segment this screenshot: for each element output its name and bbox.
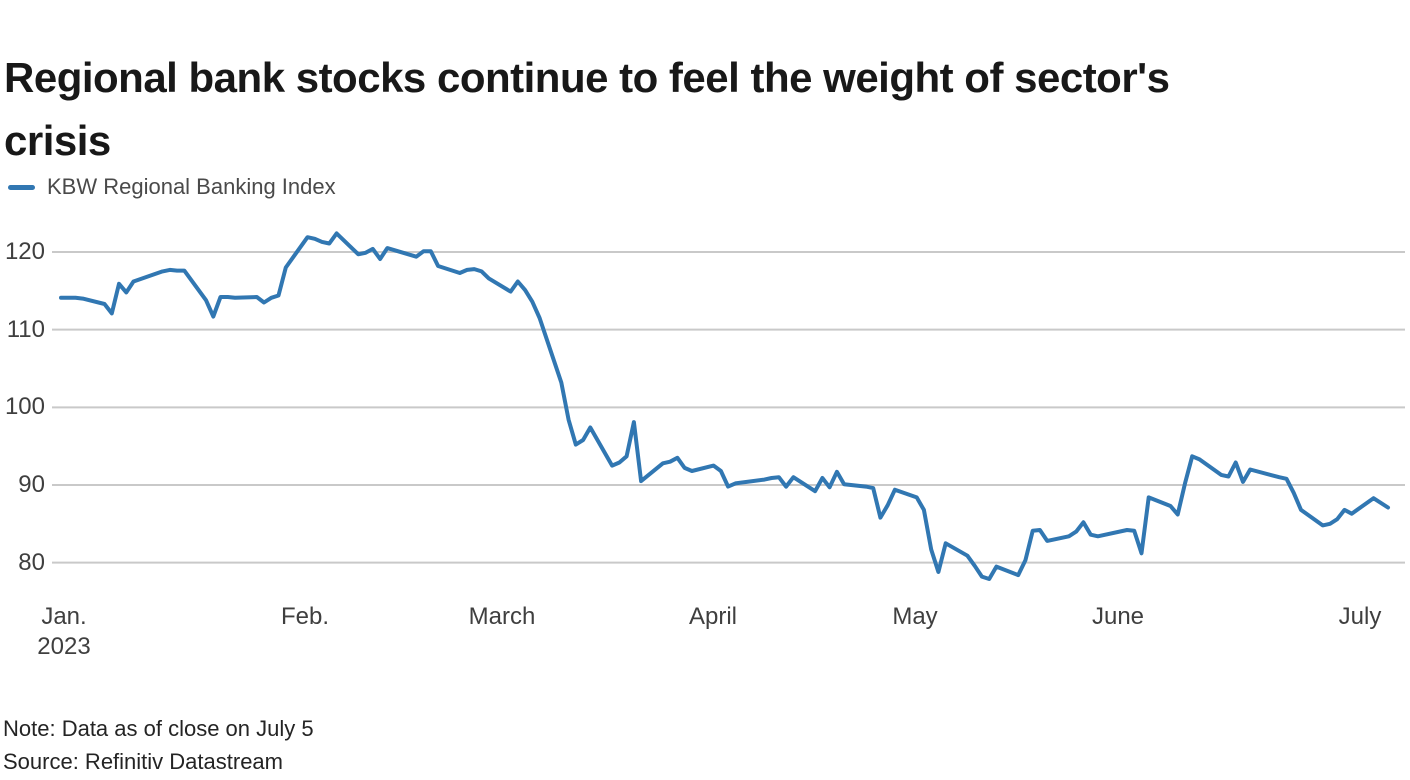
x-tick-month: May (892, 603, 938, 630)
y-tick-label: 120 (4, 238, 45, 265)
page-title: Regional bank stocks continue to feel th… (4, 46, 1404, 172)
x-tick-label: May (855, 602, 975, 632)
y-tick-label: 110 (6, 315, 45, 343)
y-tick-label: 80 (18, 548, 45, 576)
chart-note: Note: Data as of close on July 5 (3, 716, 314, 741)
x-tick-label: Feb. (245, 602, 365, 632)
x-tick-year: 2023 (37, 633, 91, 660)
page-title-line2: crisis (4, 117, 111, 165)
legend-label: KBW Regional Banking Index (47, 174, 336, 199)
chart-line (59, 231, 1390, 581)
x-tick-label: Jan. 2023 (4, 602, 124, 662)
x-tick-month: April (688, 603, 737, 630)
x-tick-month: March (468, 603, 536, 630)
x-tick-month: June (1091, 603, 1145, 630)
x-tick-month: Feb. (280, 603, 330, 630)
legend: KBW Regional Banking Index (8, 174, 336, 200)
x-tick-label: July (1300, 602, 1410, 632)
line-swatch-icon (8, 184, 35, 190)
x-tick-label: April (653, 602, 773, 632)
y-tick-label: 100 (4, 393, 45, 421)
footer-notes: Note: Data as of close on July 5 Source:… (3, 712, 314, 778)
page-title-line1: Regional bank stocks continue to feel th… (4, 54, 1170, 102)
chart-source: Source: Refinitiv Datastream (3, 749, 283, 774)
x-tick-month: Jan. (41, 603, 87, 630)
x-tick-label: June (1058, 602, 1178, 632)
x-tick-month: July (1338, 603, 1382, 630)
y-tick-label: 90 (18, 471, 45, 498)
x-tick-label: March (442, 602, 562, 632)
